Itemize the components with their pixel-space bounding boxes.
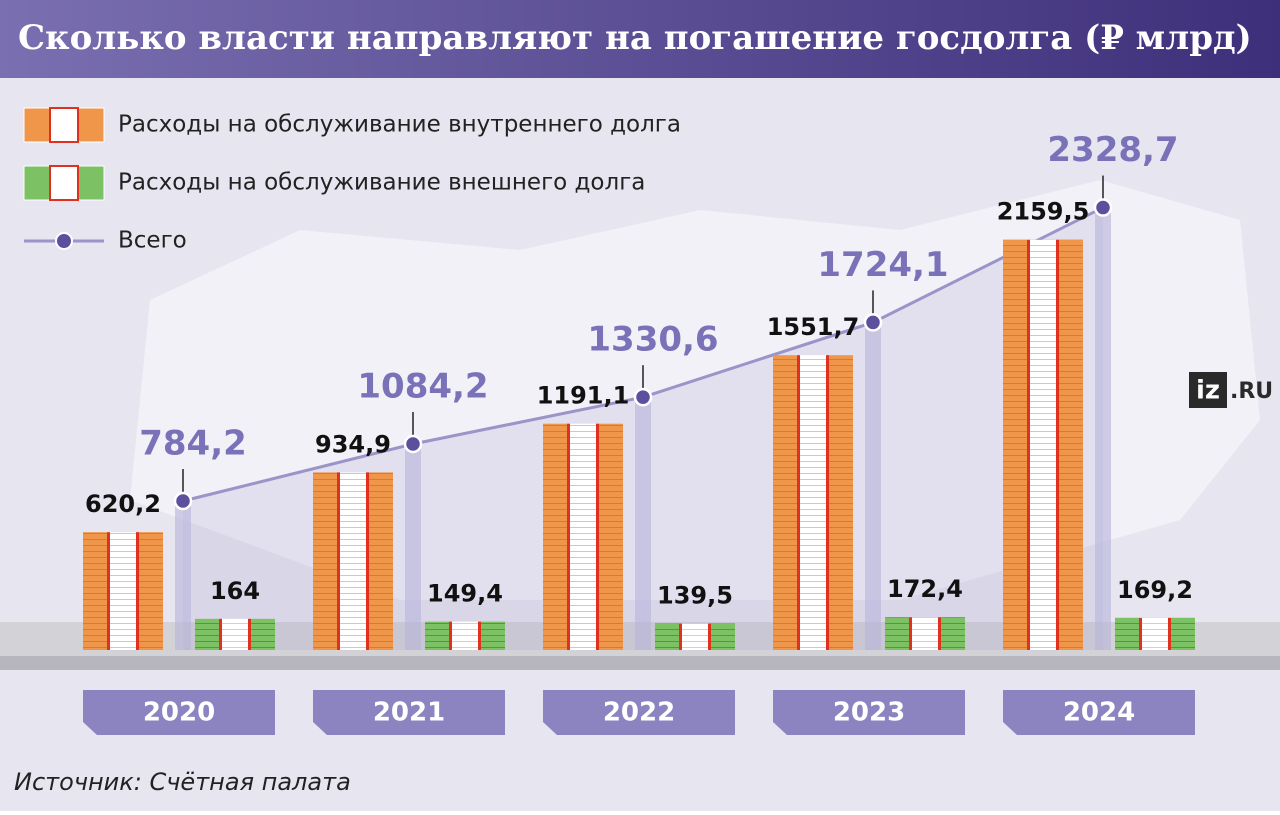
legend-dot [55,232,73,250]
bar [1115,617,1195,650]
total-point [1093,198,1113,217]
x-tick-label: 2022 [603,698,675,728]
floor-edge [0,656,1280,670]
legend-label: Расходы на обслуживание внутреннего долг… [118,112,681,138]
legend-label: Всего [118,228,187,254]
value-label: 1551,7 [767,313,860,341]
bar [773,355,853,650]
year-box [773,690,965,735]
value-label: 139,5 [657,581,733,609]
x-tick-label: 2020 [143,698,215,728]
bar [313,472,393,650]
x-tick-label: 2024 [1063,698,1135,728]
value-label: 169,2 [1117,576,1193,604]
year-box [83,690,275,735]
x-tick-label: 2023 [833,698,905,728]
total-label: 1084,2 [357,367,488,407]
total-label: 2328,7 [1047,130,1178,170]
value-label: 149,4 [427,580,503,608]
source: Источник: Счётная палата [14,768,351,796]
brand-domain: .RU [1230,379,1273,404]
bar [195,618,275,650]
total-stem [1095,207,1111,650]
total-point [633,387,653,407]
value-label: 2159,5 [997,198,1090,226]
year-box [1003,690,1195,735]
brand-mark: iz [1196,376,1220,406]
value-label: 1191,1 [537,382,630,410]
value-label: 172,4 [887,575,963,603]
bar [885,617,965,650]
total-stem [405,444,421,650]
total-stem [635,397,651,650]
brand-box [1189,372,1227,408]
total-label: 1724,1 [817,245,948,285]
total-point [863,313,883,332]
year-box [313,690,505,735]
bar [1003,239,1083,650]
value-label: 934,9 [315,430,391,458]
x-tick-label: 2021 [373,698,445,728]
bar [543,423,623,650]
year-box [543,690,735,735]
legend-label: Расходы на обслуживание внешнего долга [118,170,645,196]
value-label: 620,2 [85,490,161,518]
chart-title: Сколько власти направляют на погашение г… [18,18,1252,58]
legend-swatch-band [49,107,79,143]
bar [83,532,163,650]
total-label: 784,2 [139,424,247,464]
total-point [403,434,423,454]
total-stem [175,501,191,650]
bar [655,623,735,650]
total-label: 1330,6 [587,320,718,360]
header [0,0,1280,78]
legend-swatch-band [49,165,79,201]
total-stem [865,322,881,650]
total-point [173,491,193,511]
bar [425,621,505,650]
value-label: 164 [210,577,260,605]
